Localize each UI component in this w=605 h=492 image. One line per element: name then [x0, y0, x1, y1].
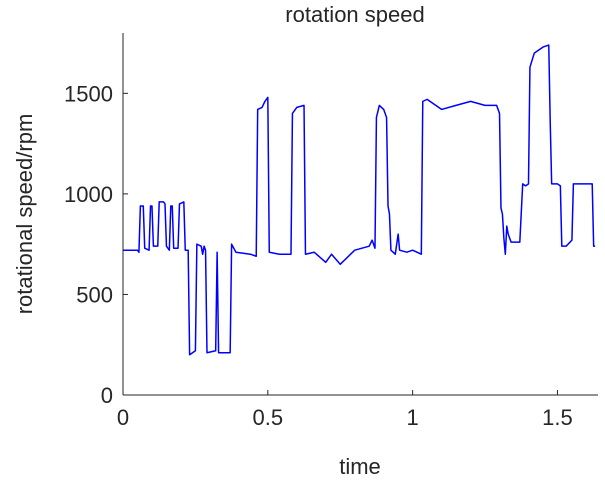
data-line [123, 44, 596, 356]
y-axis-label: rotational speed/rpm [12, 114, 37, 315]
x-tick-label: 0.5 [253, 405, 284, 430]
x-axis-label: time [339, 454, 381, 479]
y-tick-label: 0 [101, 383, 113, 408]
x-tick-label: 0 [117, 405, 129, 430]
x-tick-label: 1.5 [542, 405, 573, 430]
y-tick-label: 500 [76, 282, 113, 307]
x-tick-label: 1 [407, 405, 419, 430]
chart-title: rotation speed [285, 2, 424, 27]
y-tick-label: 1500 [64, 81, 113, 106]
y-tick-label: 1000 [64, 182, 113, 207]
